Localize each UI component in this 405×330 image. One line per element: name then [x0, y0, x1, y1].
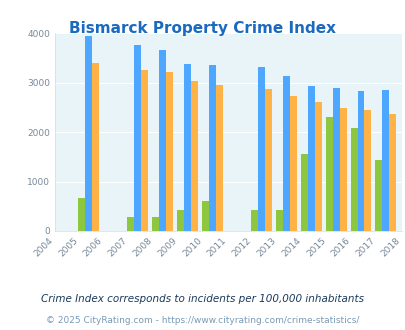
Bar [78, 198, 85, 231]
Bar [275, 211, 282, 231]
Bar [166, 72, 173, 231]
Bar [375, 160, 382, 231]
Bar [388, 114, 395, 231]
Bar [307, 86, 314, 231]
Bar [141, 70, 148, 231]
Bar [314, 102, 321, 231]
Bar [258, 67, 264, 231]
Bar [282, 76, 290, 231]
Bar [339, 108, 346, 231]
Bar [264, 89, 272, 231]
Bar [85, 36, 92, 231]
Bar [364, 110, 371, 231]
Bar [152, 217, 159, 231]
Bar [300, 154, 307, 231]
Bar [127, 217, 134, 231]
Text: © 2025 CityRating.com - https://www.cityrating.com/crime-statistics/: © 2025 CityRating.com - https://www.city… [46, 315, 359, 325]
Bar [159, 50, 166, 231]
Bar [201, 201, 208, 231]
Bar [177, 211, 183, 231]
Bar [332, 88, 339, 231]
Bar [325, 117, 332, 231]
Bar [183, 64, 190, 231]
Bar [350, 128, 357, 231]
Bar [290, 96, 296, 231]
Bar [357, 91, 364, 231]
Text: Bismarck Property Crime Index: Bismarck Property Crime Index [69, 21, 336, 36]
Text: Crime Index corresponds to incidents per 100,000 inhabitants: Crime Index corresponds to incidents per… [41, 294, 364, 304]
Bar [382, 90, 388, 231]
Bar [190, 81, 197, 231]
Bar [208, 65, 215, 231]
Bar [134, 46, 141, 231]
Bar [92, 63, 98, 231]
Bar [215, 85, 222, 231]
Bar [251, 211, 258, 231]
